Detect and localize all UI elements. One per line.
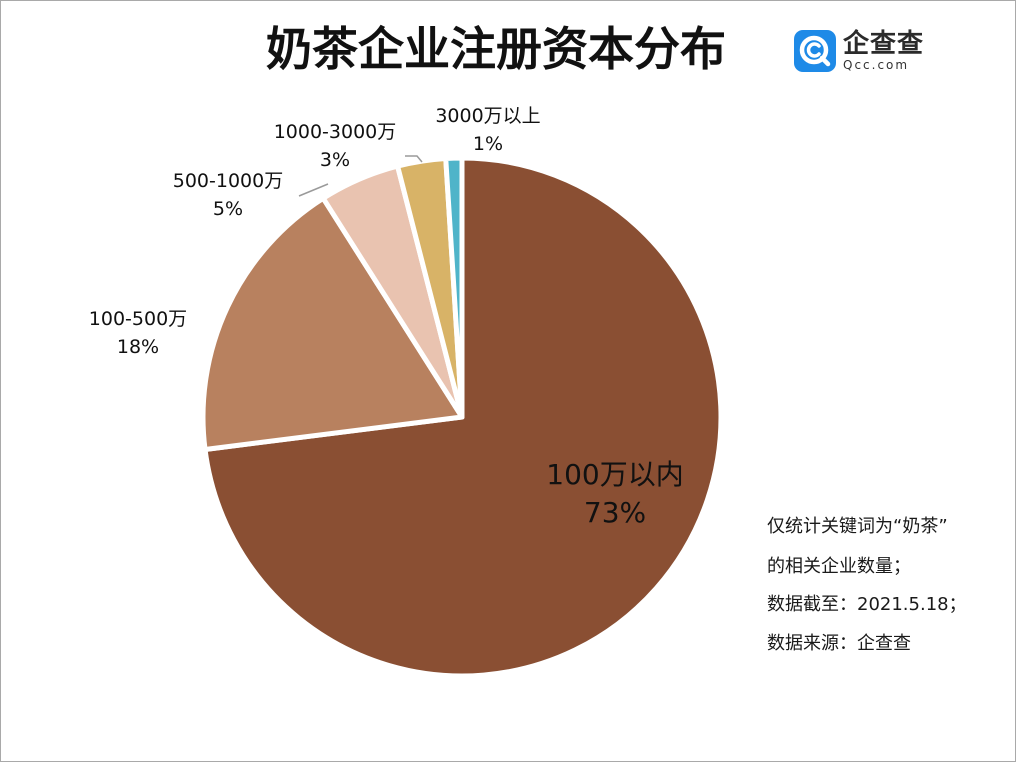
footnote: 仅统计关键词为“奶茶” 的相关企业数量； 数据截至：2021.5.18； 数据来… — [767, 514, 1012, 657]
leader-line-500-1000 — [298, 183, 329, 197]
brand-name: 企查查 — [843, 29, 925, 59]
slice-category-label: 500-1000万 — [172, 170, 284, 192]
slice-category-label: 3000万以上 — [435, 105, 541, 127]
pie-slice-100-500 — [200, 195, 465, 452]
slice-label-1000-3000: 1000-3000万 3% — [255, 118, 415, 174]
slice-category-label: 1000-3000万 — [273, 121, 397, 143]
footnote-line: 数据来源：企查查 — [767, 633, 911, 654]
chart-title: 奶茶企业注册资本分布 — [266, 22, 726, 76]
slice-percent-label: 1% — [472, 133, 504, 155]
footnote-line: 的相关企业数量； — [767, 556, 911, 577]
slice-category-label: 100万以内 — [546, 458, 684, 491]
slice-label-under-100: 100万以内 73% — [515, 456, 715, 532]
slice-percent-label: 73% — [583, 496, 647, 529]
slice-label-100-500: 100-500万 18% — [58, 305, 218, 361]
footnote-line: 仅统计关键词为“奶茶” — [767, 516, 948, 537]
slice-percent-label: 18% — [116, 336, 160, 358]
slice-label-500-1000: 500-1000万 5% — [148, 167, 308, 223]
leader-line-1000-3000 — [405, 155, 423, 163]
pie-slice-over-3000 — [443, 155, 465, 420]
footnote-line: 数据截至：2021.5.18； — [767, 594, 967, 615]
pie-slices — [200, 155, 724, 679]
brand-logo: 企查查 Qcc.com — [794, 29, 924, 73]
brand-domain: Qcc.com — [843, 58, 910, 72]
qcc-logo-icon — [794, 30, 836, 72]
slice-category-label: 100-500万 — [88, 308, 188, 330]
slice-label-over-3000: 3000万以上 1% — [408, 102, 568, 158]
slice-percent-label: 5% — [212, 198, 244, 220]
slice-percent-label: 3% — [319, 149, 351, 171]
